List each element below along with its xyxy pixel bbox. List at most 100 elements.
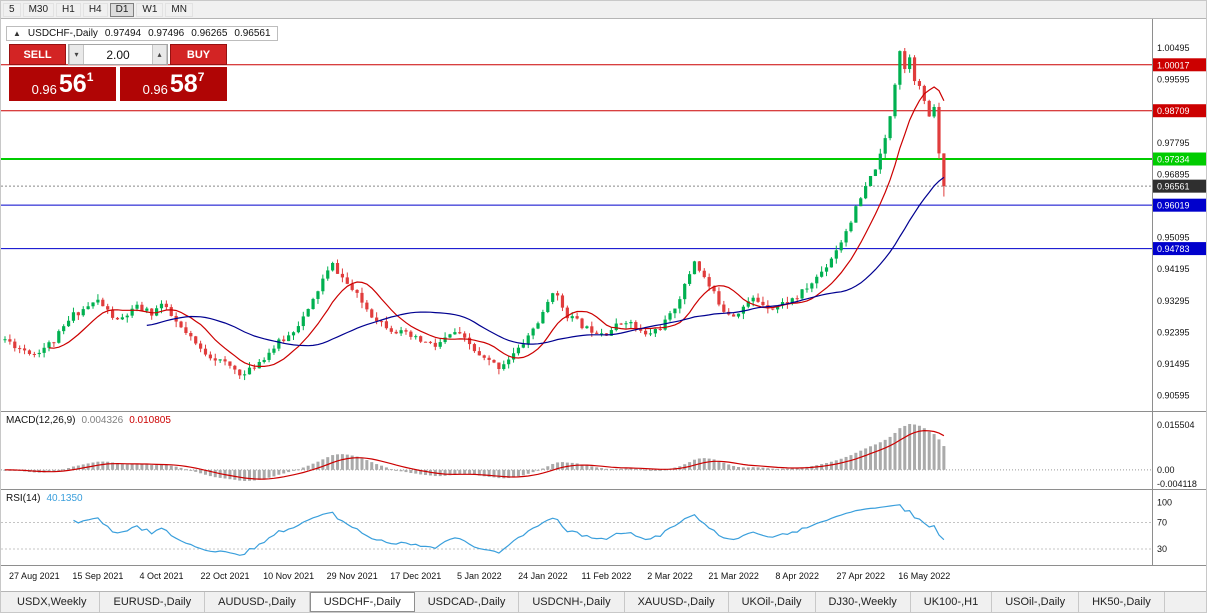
svg-text:15 Sep 2021: 15 Sep 2021 [72, 571, 123, 581]
svg-text:0.96561: 0.96561 [1157, 182, 1190, 192]
symbol-info: ▲ USDCHF-,Daily 0.97494 0.97496 0.96265 … [6, 26, 278, 41]
buy-price-big: 58 [169, 69, 198, 98]
chart-tab-dj30-weekly[interactable]: DJ30-,Weekly [816, 592, 911, 612]
svg-text:17 Dec 2021: 17 Dec 2021 [390, 571, 441, 581]
sell-price-prefix: 0.96 [31, 81, 57, 97]
timeframe-button-w1[interactable]: W1 [136, 2, 164, 17]
svg-text:0.94783: 0.94783 [1157, 244, 1190, 254]
svg-text:1.00495: 1.00495 [1157, 43, 1190, 53]
ohlc-low: 0.96265 [191, 28, 228, 39]
chart-tab-ukoil-daily[interactable]: UKOil-,Daily [729, 592, 816, 612]
svg-text:0.99595: 0.99595 [1157, 75, 1190, 85]
symbol-name: USDCHF-,Daily [27, 28, 98, 39]
svg-text:21 Mar 2022: 21 Mar 2022 [708, 571, 759, 581]
ohlc-close: 0.96561 [234, 28, 271, 39]
svg-text:0.93295: 0.93295 [1157, 296, 1190, 306]
svg-text:1.00017: 1.00017 [1157, 60, 1190, 70]
volume-stepper: ▾ ▴ [68, 44, 168, 65]
chart-tab-usdchf-daily[interactable]: USDCHF-,Daily [309, 592, 415, 612]
price-badge-1.00017: 1.00017 [1153, 58, 1206, 72]
buy-price-box[interactable]: 0.96 58 7 [120, 67, 227, 101]
svg-text:0.015504: 0.015504 [1157, 420, 1195, 430]
time-axis[interactable]: 27 Aug 2021 15 Sep 2021 4 Oct 2021 22 Oct 2… [9, 571, 950, 581]
sell-price-box[interactable]: 0.96 56 1 [9, 67, 116, 101]
chart-tab-usoil-daily[interactable]: USOil-,Daily [992, 592, 1080, 612]
price-badge-0.94783: 0.94783 [1153, 242, 1206, 256]
sell-button[interactable]: SELL [9, 44, 66, 65]
svg-text:27 Aug 2021: 27 Aug 2021 [9, 571, 60, 581]
svg-text:0.90595: 0.90595 [1157, 391, 1190, 401]
buy-price-pipette: 7 [197, 70, 205, 84]
volume-input[interactable] [84, 45, 152, 64]
svg-text:16 May 2022: 16 May 2022 [898, 571, 950, 581]
sell-price-pipette: 1 [86, 70, 94, 84]
price-badge-0.97334: 0.97334 [1153, 152, 1206, 166]
timeframe-button-mn[interactable]: MN [165, 2, 193, 17]
price-axis[interactable]: 1.004950.995950.986950.977950.968950.959… [1157, 43, 1190, 401]
chart-tab-hk50-daily[interactable]: HK50-,Daily [1079, 592, 1165, 612]
svg-text:8 Apr 2022: 8 Apr 2022 [775, 571, 819, 581]
down-arrow-icon: ▾ [74, 50, 79, 59]
chart-tab-bar: USDX,Weekly EURUSD-,Daily AUDUSD-,Daily USD… [1, 591, 1206, 612]
svg-text:10 Nov 2021: 10 Nov 2021 [263, 571, 314, 581]
ma-line-10[interactable] [48, 86, 945, 367]
svg-text:0.94195: 0.94195 [1157, 264, 1190, 274]
ohlc-open: 0.97494 [104, 28, 142, 39]
svg-text:100: 100 [1157, 498, 1172, 508]
svg-text:0.97334: 0.97334 [1157, 155, 1190, 165]
one-click-trading-panel: SELL ▾ ▴ BUY 0.96 56 1 0.96 58 7 [9, 44, 227, 101]
macd-label: MACD(12,26,9) 0.004326 0.010805 [6, 415, 171, 426]
sell-price-big: 56 [58, 69, 87, 98]
price-badge-0.96561: 0.96561 [1153, 179, 1206, 193]
chart-tab-uk100-h1[interactable]: UK100-,H1 [911, 592, 993, 612]
svg-text:30: 30 [1157, 544, 1167, 554]
svg-text:4 Oct 2021: 4 Oct 2021 [139, 571, 183, 581]
svg-text:-0.004118: -0.004118 [1157, 479, 1197, 489]
timeframe-button-d1[interactable]: D1 [109, 2, 135, 17]
price-badge-0.96019: 0.96019 [1153, 198, 1206, 212]
up-arrow-icon: ▴ [157, 50, 162, 59]
collapse-arrow-icon[interactable]: ▲ [13, 29, 21, 38]
price-chart-canvas[interactable]: 1.004950.995950.986950.977950.968950.959… [1, 19, 1207, 593]
svg-text:5 Jan 2022: 5 Jan 2022 [457, 571, 502, 581]
chart-tab-audusd-daily[interactable]: AUDUSD-,Daily [205, 592, 310, 612]
svg-text:11 Feb 2022: 11 Feb 2022 [582, 571, 632, 581]
volume-increase-button[interactable]: ▴ [152, 45, 167, 64]
timeframe-button-h4[interactable]: H4 [82, 2, 108, 17]
macd-pane[interactable]: MACD(12,26,9) 0.004326 0.010805 0.015504 0.0… [1, 415, 1197, 489]
timeframe-button-h1[interactable]: H1 [56, 2, 81, 17]
volume-decrease-button[interactable]: ▾ [69, 45, 84, 64]
svg-text:0.97795: 0.97795 [1157, 138, 1190, 148]
svg-text:70: 70 [1157, 518, 1167, 528]
timeframe-button-m30[interactable]: M30 [22, 2, 55, 17]
svg-text:27 Apr 2022: 27 Apr 2022 [836, 571, 885, 581]
svg-text:29 Nov 2021: 29 Nov 2021 [327, 571, 378, 581]
timeframe-button-5[interactable]: 5 [3, 2, 21, 17]
price-badge-0.98709: 0.98709 [1153, 104, 1206, 118]
chart-tab-usdcad-daily[interactable]: USDCAD-,Daily [415, 592, 520, 612]
svg-text:24 Jan 2022: 24 Jan 2022 [518, 571, 568, 581]
timeframe-toolbar: 5 M30 H1 H4 D1 W1 MN [1, 1, 1206, 19]
buy-price-prefix: 0.96 [142, 81, 168, 97]
svg-text:0.95095: 0.95095 [1157, 233, 1190, 243]
svg-text:0.96019: 0.96019 [1157, 201, 1190, 211]
rsi-line [73, 504, 945, 556]
chart-tab-xauusd-daily[interactable]: XAUUSD-,Daily [625, 592, 729, 612]
chart-tab-eurusd-daily[interactable]: EURUSD-,Daily [100, 592, 206, 612]
svg-text:0.96895: 0.96895 [1157, 169, 1190, 179]
svg-text:2 Mar 2022: 2 Mar 2022 [647, 571, 693, 581]
candlestick-series [3, 48, 946, 381]
ma-line-30[interactable] [146, 176, 945, 347]
ohlc-high: 0.97496 [148, 28, 185, 39]
buy-button[interactable]: BUY [170, 44, 227, 65]
rsi-label: RSI(14) 40.1350 [6, 493, 83, 504]
svg-text:0.98709: 0.98709 [1157, 106, 1190, 116]
chart-tab-usdx-weekly[interactable]: USDX,Weekly [4, 592, 101, 612]
svg-text:0.92395: 0.92395 [1157, 327, 1190, 337]
svg-text:0.91495: 0.91495 [1157, 359, 1190, 369]
svg-text:22 Oct 2021: 22 Oct 2021 [201, 571, 250, 581]
chart-tab-usdcnh-daily[interactable]: USDCNH-,Daily [519, 592, 625, 612]
svg-text:0.00: 0.00 [1157, 465, 1175, 475]
rsi-pane[interactable]: RSI(14) 40.1350 100 70 30 [1, 493, 1172, 556]
